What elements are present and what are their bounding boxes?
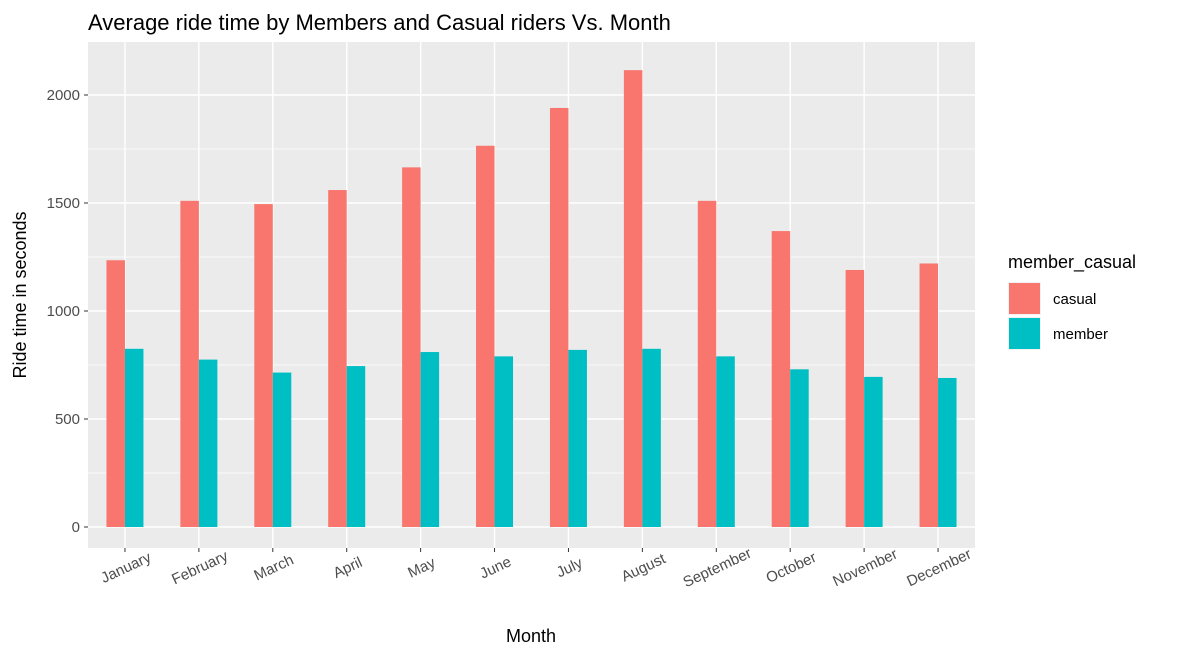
bars <box>106 70 957 528</box>
x-tick-label: August <box>619 550 669 585</box>
bar-casual <box>919 263 939 527</box>
legend-key-member <box>1009 318 1040 349</box>
y-tick-label: 2000 <box>47 87 80 104</box>
y-axis-title: Ride time in seconds <box>10 211 30 378</box>
legend: member_casual casual member <box>1008 252 1136 350</box>
x-tick-label: September <box>681 545 755 591</box>
bar-member <box>568 349 587 527</box>
y-tick-label: 500 <box>55 411 80 428</box>
bar-casual <box>180 200 199 527</box>
bar-casual <box>697 200 717 527</box>
x-tick-label: November <box>830 546 900 591</box>
bar-casual <box>254 204 273 527</box>
x-tick-label: February <box>169 547 231 588</box>
legend-label-member: member <box>1053 326 1108 343</box>
y-tick-label: 1500 <box>47 195 80 212</box>
bar-casual <box>402 167 421 528</box>
bar-member <box>716 356 735 527</box>
bar-member <box>420 352 440 527</box>
bar-casual <box>549 107 569 528</box>
chart-title: Average ride time by Members and Casual … <box>88 10 671 35</box>
bar-member <box>938 377 957 527</box>
bar-member <box>864 376 883 527</box>
bar-member <box>272 372 292 527</box>
bar-casual <box>623 70 643 527</box>
x-axis: January February March April May June July Augu… <box>98 545 974 591</box>
bar-casual <box>476 145 495 527</box>
legend-key-casual <box>1009 283 1040 314</box>
bar-casual <box>328 190 347 528</box>
bar-member <box>198 359 218 527</box>
x-tick-label: June <box>477 553 514 582</box>
y-axis: 0 500 1000 1500 2000 <box>47 87 88 536</box>
y-tick-label: 1000 <box>47 303 80 320</box>
bar-member <box>790 369 809 527</box>
x-tick-label: July <box>554 554 586 581</box>
x-tick-label: April <box>331 554 365 582</box>
bar-member <box>642 348 661 527</box>
bar-member <box>124 348 144 527</box>
legend-label-casual: casual <box>1053 291 1096 308</box>
x-tick-label: January <box>98 549 154 587</box>
bar-member <box>346 366 366 527</box>
x-tick-label: October <box>764 549 820 587</box>
x-tick-label: May <box>405 554 438 582</box>
legend-title: member_casual <box>1008 252 1136 273</box>
y-tick-label: 0 <box>72 519 80 536</box>
x-tick-label: December <box>904 546 974 591</box>
bar-member <box>494 356 514 527</box>
bar-casual <box>771 231 791 527</box>
bar-casual <box>845 269 865 527</box>
plot-panel <box>88 42 975 548</box>
x-tick-label: March <box>251 551 296 584</box>
bar-casual <box>106 260 125 527</box>
x-axis-title: Month <box>506 626 556 646</box>
